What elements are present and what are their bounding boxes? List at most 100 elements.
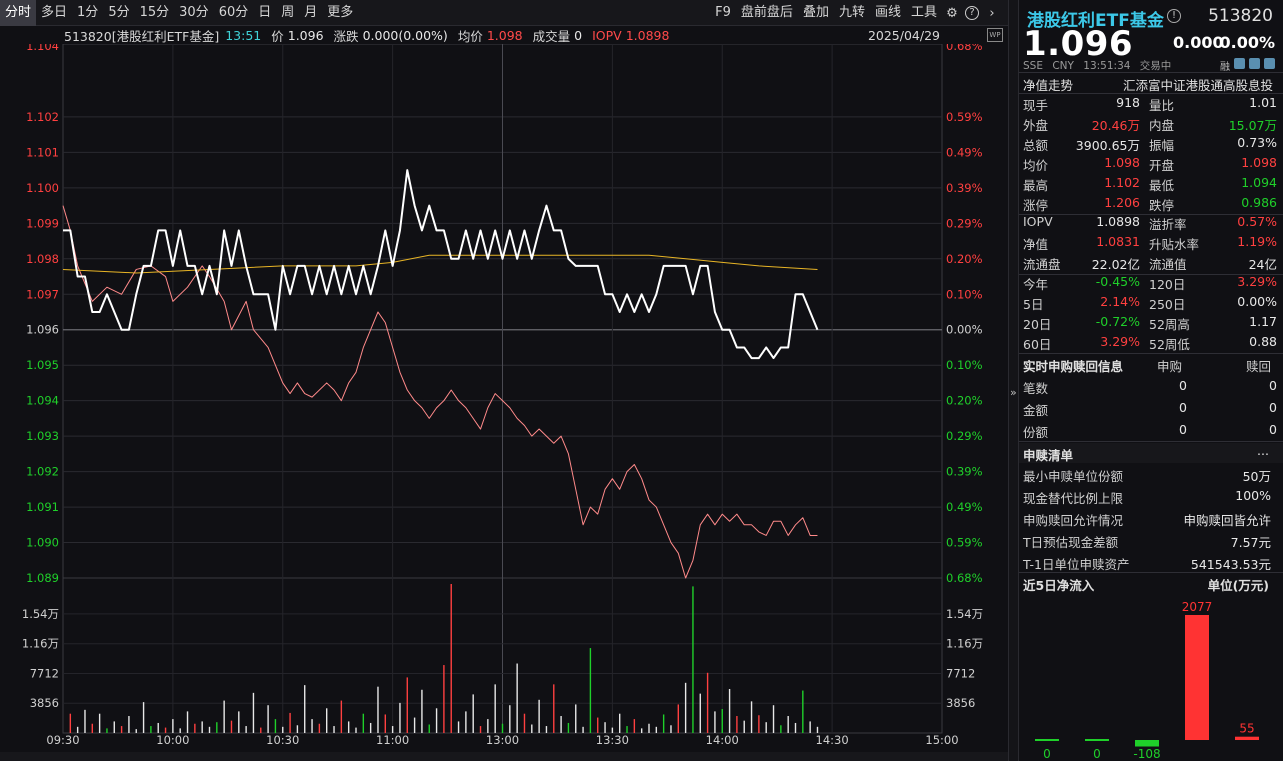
iopv-value: 1.0898 [625,27,670,43]
expand-chevron-icon[interactable]: » [1010,386,1017,399]
row-label: 今年 [1023,277,1049,292]
y-pct-tick-label: 0.49% [946,145,983,159]
y-pct-tick-label: 0.68% [946,44,983,53]
row-value: 1.206 [1104,195,1140,210]
row-label: 流通盘 [1023,257,1061,272]
row-label: T日预估现金差额 [1023,535,1119,550]
row-label: 现金替代比例上限 [1023,491,1124,506]
avg-line [62,254,818,274]
period-tab[interactable]: 月 [304,4,318,20]
row-label: 开盘 [1149,158,1175,173]
index-name[interactable]: 汇添富中证港股通高股息投 [1122,78,1273,93]
row-label: 溢折率 [1149,217,1187,232]
quote-row: 20日 -0.72% 52周高 1.17 [1023,314,1277,334]
toolbar-button[interactable]: 画线 [874,5,901,20]
y-tick-label: 1.104 [26,44,59,53]
y-tick-label: 1.102 [26,110,59,124]
row-value: 3900.65万 [1075,138,1140,153]
inflow-bar [1235,736,1259,740]
row-label: 52周低 [1149,337,1190,352]
add-icon[interactable] [1264,58,1275,69]
panel-splitter[interactable]: » [1008,0,1019,761]
list-header: 申赎清单 [1023,448,1074,463]
quote-row: 涨停 1.206 跌停 0.986 [1023,195,1277,215]
toolbar-button[interactable]: 九转 [838,5,865,20]
row-value: 0 [1179,378,1187,393]
note-icon[interactable] [1249,58,1260,69]
list-row: 申购赎回允许情况 申购赎回皆允许 [1023,510,1271,530]
toolbar-right: F9 盘前盘后 叠加 九转 画线 工具 ⚙? › [710,0,1002,26]
row-value: 1.01 [1249,95,1277,110]
nav-trend-link[interactable]: 净值走势 [1023,78,1074,93]
toolbar-button[interactable]: 工具 [910,5,937,20]
price-line [63,169,819,360]
row-value: -0.72% [1095,314,1140,329]
subs-row: 金额 0 0 [1023,400,1277,420]
period-tab[interactable]: 更多 [327,4,354,20]
wp-icon[interactable]: WP [987,28,1003,42]
chevron-right-icon[interactable]: › [989,5,995,21]
row-value: 1.102 [1104,175,1140,190]
row-label: 内盘 [1149,118,1175,133]
period-tab[interactable]: 5分 [108,4,130,20]
y-tick-label: 1.092 [26,465,59,479]
security-name: 513820[港股红利ETF基金] [64,28,220,44]
divider [1019,214,1283,215]
period-tab[interactable]: 分时 [0,0,37,26]
y-tick-label: 1.094 [26,394,59,408]
x-tick-label: 09:30 [46,733,79,747]
toolbar-button[interactable]: F9 [715,5,731,20]
row-label: 流通值 [1149,257,1187,272]
more-icon[interactable]: ... [1257,443,1269,458]
intraday-chart[interactable]: 1.104 0.68% 1.102 0.59% 1.101 0.49% 1.100 0.39%… [0,44,1008,761]
quote-row: 今年 -0.45% 120日 3.29% [1023,274,1277,294]
quote-row: 现手 918 量比 1.01 [1023,95,1277,115]
volume-tick-label: 1.16万 [22,637,59,651]
period-tab[interactable]: 多日 [41,4,68,20]
edit-icon[interactable] [1234,58,1245,69]
row-label: 最低 [1149,178,1175,193]
quote-info-line: 513820[港股红利ETF基金] 13:51 价 1.096 涨跌 0.000… [0,26,1008,44]
row-value: 1.098 [1241,155,1277,170]
quote-row: 总额 3900.65万 振幅 0.73% [1023,135,1277,155]
period-tab[interactable]: 60分 [218,4,249,20]
row-label: 52周高 [1149,317,1190,332]
row-label: 20日 [1023,317,1052,332]
row-label: 5日 [1023,297,1044,312]
avg-label: 均价 [457,28,483,44]
y-pct-tick-label: 0.39% [946,465,983,479]
info-icon[interactable]: ! [1167,9,1181,23]
row-label: 金额 [1023,403,1049,418]
y-tick-label: 1.099 [26,216,59,230]
x-tick-label: 10:00 [156,733,189,747]
row-value: 0.00% [1237,294,1277,309]
bottom-status-strip [0,752,1008,761]
y-tick-label: 1.101 [26,145,59,159]
gear-icon[interactable]: ⚙ [946,5,958,21]
margin-label[interactable]: 融 [1220,62,1230,73]
quote-row: IOPV 1.0898 溢折率 0.57% [1023,214,1277,234]
y-pct-tick-label: 0.29% [946,429,983,443]
row-value: 0 [1269,422,1277,437]
period-toolbar: 分时 多日 1分 5分 15分 30分 60分日周月更多 F9 盘前盘后 叠加 九转 画线 工具 ⚙? › [0,0,1008,26]
quote-row: 净值 1.0831 升贴水率 1.19% [1023,234,1277,254]
row-label: 净值 [1023,237,1049,252]
period-tab[interactable]: 15分 [139,4,170,20]
panel-title[interactable]: 港股红利ETF基金 [1027,11,1164,31]
period-tab[interactable]: 日 [258,4,272,20]
toolbar-button[interactable]: 盘前盘后 [740,5,793,20]
y-tick-label: 1.089 [26,571,59,585]
row-label: 升贴水率 [1149,237,1200,252]
panel-tools: 融 [1220,58,1275,73]
period-tab[interactable]: 1分 [77,4,99,20]
row-value: 0.57% [1237,214,1277,229]
inflow-value-label: 0 [1093,747,1101,761]
row-label: 涨停 [1023,198,1049,213]
row-value: 3.29% [1237,274,1277,289]
help-icon[interactable]: ? [962,0,982,26]
row-label: 60日 [1023,337,1052,352]
toolbar-button[interactable]: 叠加 [802,5,829,20]
period-tab[interactable]: 30分 [179,4,209,20]
volume-tick-label: 1.54万 [22,607,59,621]
period-tab[interactable]: 周 [281,4,295,20]
